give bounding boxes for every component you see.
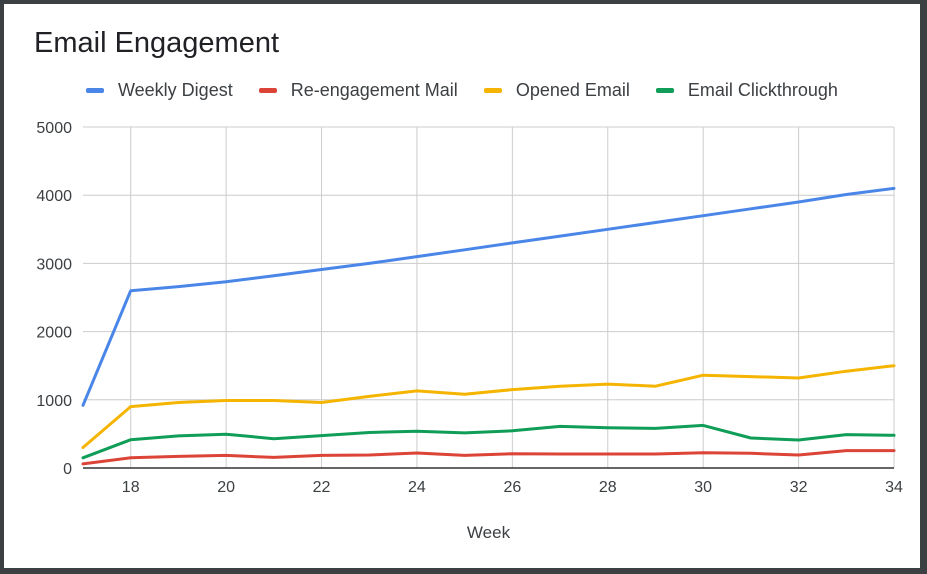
x-tick-label: 26 [503,479,521,496]
y-tick-label: 2000 [36,325,72,342]
legend-swatch [86,88,104,93]
chart-title: Email Engagement [34,27,280,59]
series-line [81,186,896,407]
x-tick-label: 34 [885,479,903,496]
grid-lines [83,126,895,468]
x-axis-label: Week [467,523,511,542]
x-tick-label: 18 [122,479,140,496]
y-tick-label: 1000 [36,393,72,410]
y-tick-label: 3000 [36,256,72,273]
x-tick-label: 28 [599,479,617,496]
legend-swatch [655,88,674,93]
legend-label: Re-engagement Mail [290,80,458,100]
x-tick-label: 30 [694,479,712,496]
legend-label: Email Clickthrough [687,80,838,100]
legend-item: Opened Email [483,80,630,101]
legend-item: Re-engagement Mail [258,80,458,101]
y-axis-ticks: 0 1000 2000 3000 4000 5000 [36,120,72,478]
x-tick-label: 20 [217,479,235,496]
chart-legend: Weekly Digest Re-engagement Mail Opened Em… [86,80,864,101]
legend-swatch [258,88,277,93]
legend-label: Opened Email [515,80,630,100]
chart-card: Email Engagement Weekly Digest Re-engagem… [4,4,920,568]
y-tick-label: 5000 [36,120,72,137]
legend-item: Email Clickthrough [655,80,838,101]
series-line [81,423,896,460]
y-tick-label: 4000 [36,188,72,205]
x-tick-label: 32 [790,479,808,496]
x-tick-label: 22 [313,479,331,496]
series-line [81,364,896,449]
series-line [81,449,896,466]
legend-label: Weekly Digest [118,80,233,100]
legend-item: Weekly Digest [86,80,233,101]
x-tick-label: 24 [408,479,426,496]
legend-swatch [483,88,502,93]
y-tick-label: 0 [63,461,72,478]
x-axis-ticks: 18 20 22 24 26 28 30 32 34 [122,479,903,496]
series-lines [81,186,896,466]
